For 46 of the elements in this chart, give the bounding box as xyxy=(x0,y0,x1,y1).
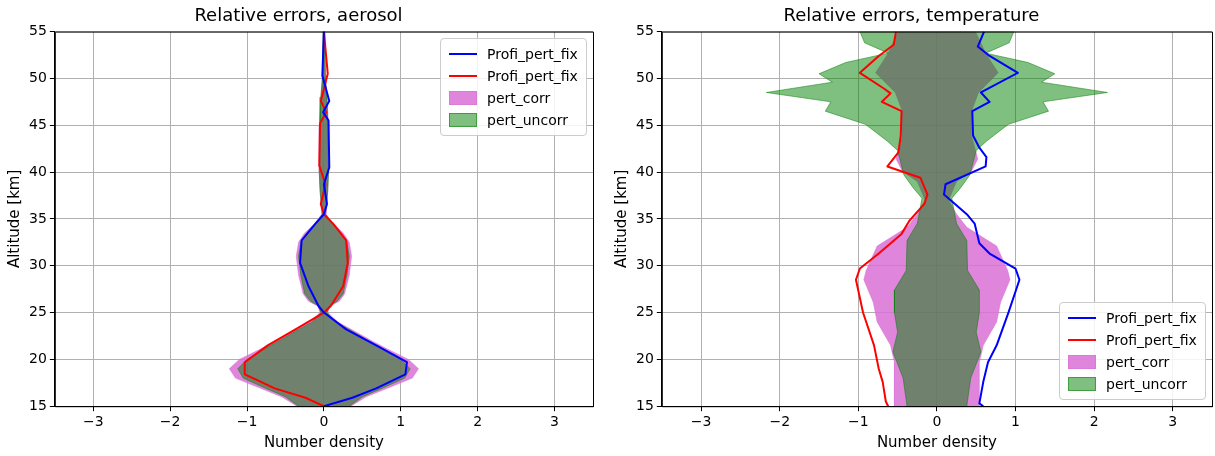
x-tick-label: −2 xyxy=(159,413,181,430)
y-tick-label: 40 xyxy=(635,162,654,179)
y-tick-label: 45 xyxy=(28,115,47,132)
y-tick-label: 35 xyxy=(28,209,47,226)
x-tick-label: 0 xyxy=(319,413,329,430)
x-tick-label: −3 xyxy=(690,413,712,430)
y-tick-label: 50 xyxy=(635,69,654,86)
y-tick-label: 15 xyxy=(635,396,654,413)
x-tick-label: 0 xyxy=(932,413,942,430)
legend-label: Profi_pert_fix xyxy=(1106,310,1197,327)
y-tick-label: 50 xyxy=(28,69,47,86)
legend-label: pert_uncorr xyxy=(1106,376,1188,393)
x-tick-label: 1 xyxy=(1011,413,1020,430)
x-tick-label: 2 xyxy=(473,413,483,430)
legend-label: Profi_pert_fix xyxy=(1106,332,1197,349)
legend-label: pert_corr xyxy=(1106,354,1170,371)
y-axis-title: Altitude [km] xyxy=(4,169,23,269)
x-axis-title: Number density xyxy=(263,432,385,451)
x-axis-title: Number density xyxy=(876,432,998,451)
legend-label: Profi_pert_fix xyxy=(487,67,578,84)
legend-label: pert_uncorr xyxy=(487,111,569,128)
x-tick-label: 3 xyxy=(550,413,560,430)
y-tick-label: 20 xyxy=(635,350,654,367)
chart-title: Relative errors, aerosol xyxy=(194,4,403,26)
x-tick-label: 1 xyxy=(396,413,406,430)
legend-label: pert_corr xyxy=(487,89,551,106)
x-tick-label: 3 xyxy=(1168,413,1178,430)
y-tick-label: 35 xyxy=(635,209,654,226)
y-tick-label: 45 xyxy=(635,115,654,132)
x-tick-label: −1 xyxy=(847,413,869,430)
y-tick-label: 30 xyxy=(635,256,654,273)
y-tick-label: 20 xyxy=(28,350,47,367)
x-tick-label: 2 xyxy=(1089,413,1099,430)
y-tick-label: 25 xyxy=(635,303,654,320)
chart-title: Relative errors, temperature xyxy=(783,4,1040,26)
y-tick-label: 15 xyxy=(28,396,47,413)
legend-label: Profi_pert_fix xyxy=(487,45,578,62)
x-tick-label: −2 xyxy=(769,413,791,430)
y-tick-label: 30 xyxy=(28,256,47,273)
x-tick-label: −3 xyxy=(82,413,104,430)
y-tick-label: 55 xyxy=(28,22,47,39)
y-tick-label: 25 xyxy=(28,303,47,320)
y-tick-label: 55 xyxy=(635,22,654,39)
x-tick-label: −1 xyxy=(236,413,258,430)
y-tick-label: 40 xyxy=(28,162,47,179)
y-axis-title: Altitude [km] xyxy=(611,169,630,269)
